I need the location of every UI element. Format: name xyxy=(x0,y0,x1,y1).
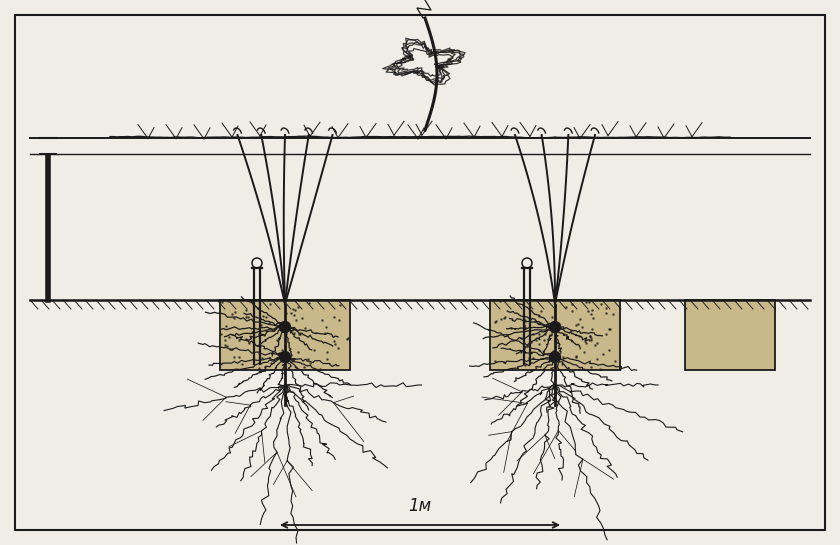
Circle shape xyxy=(280,322,291,332)
Circle shape xyxy=(280,352,291,362)
Bar xyxy=(220,300,350,370)
Bar xyxy=(685,300,775,370)
Bar xyxy=(490,300,620,370)
Text: 1м: 1м xyxy=(408,497,432,515)
Circle shape xyxy=(549,352,560,362)
Circle shape xyxy=(549,322,560,332)
Circle shape xyxy=(252,258,262,268)
Circle shape xyxy=(522,258,532,268)
